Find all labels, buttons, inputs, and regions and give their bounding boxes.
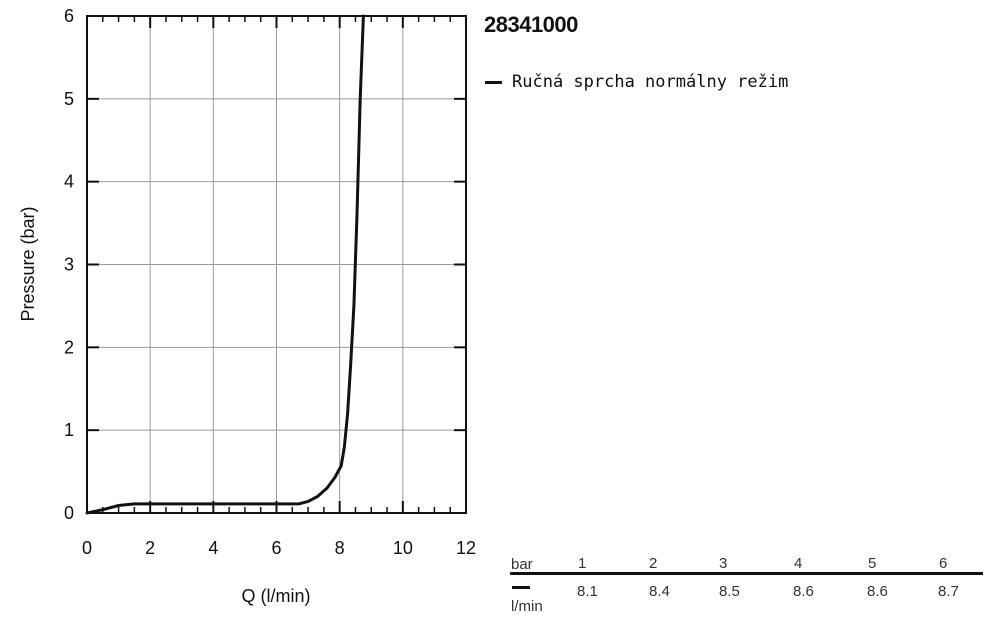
table-series-swatch [512,586,530,589]
pressure-cell: 5 [868,555,877,572]
y-tick-label: 2 [64,337,74,357]
flow-cell: 8.6 [793,583,814,600]
y-tick-label: 6 [64,6,74,26]
series-line [85,14,365,515]
flow-cell: 8.4 [649,583,670,600]
x-tick-label: 0 [82,538,92,558]
pressure-cell: 3 [719,555,728,572]
legend: Ručná sprcha normálny režim [485,72,788,92]
flow-cell: 8.5 [719,583,740,600]
x-tick-labels: 0 2 4 6 8 10 12 [82,538,476,558]
y-axis-label: Pressure (bar) [18,206,38,321]
pressure-flow-table: bar l/min 1 2 3 4 5 6 8.1 8.4 8.5 8.6 8.… [510,553,984,615]
legend-label: Ručná sprcha normálny režim [512,72,789,92]
chart-title: 28341000 [484,12,578,37]
x-tick-label: 6 [271,538,281,558]
pressure-cell: 4 [794,555,803,572]
y-tick-label: 1 [64,420,74,440]
y-tick-label: 0 [64,503,74,523]
y-tick-label: 3 [64,255,74,275]
flow-cell: 8.6 [867,583,888,600]
y-tick-labels: 0 1 2 3 4 5 6 [64,6,74,523]
pressure-cell: 6 [939,555,948,572]
x-tick-label: 2 [145,538,155,558]
flow-unit-label: l/min [511,598,543,615]
y-tick-label: 5 [64,89,74,109]
x-tick-label: 10 [393,538,413,558]
legend-swatch [485,80,502,84]
tick-marks [86,15,467,514]
pressure-unit-label: bar [511,556,533,573]
x-tick-label: 12 [456,538,476,558]
pressure-cell: 1 [578,555,587,572]
x-tick-label: 4 [208,538,218,558]
flow-cell: 8.7 [938,583,959,600]
x-tick-label: 8 [335,538,345,558]
flow-cell: 8.1 [577,583,598,600]
pressure-cell: 2 [649,555,658,572]
table-rule [510,572,983,575]
y-tick-label: 4 [64,172,74,192]
x-axis-label: Q (l/min) [242,586,311,606]
grid-lines [87,16,466,513]
